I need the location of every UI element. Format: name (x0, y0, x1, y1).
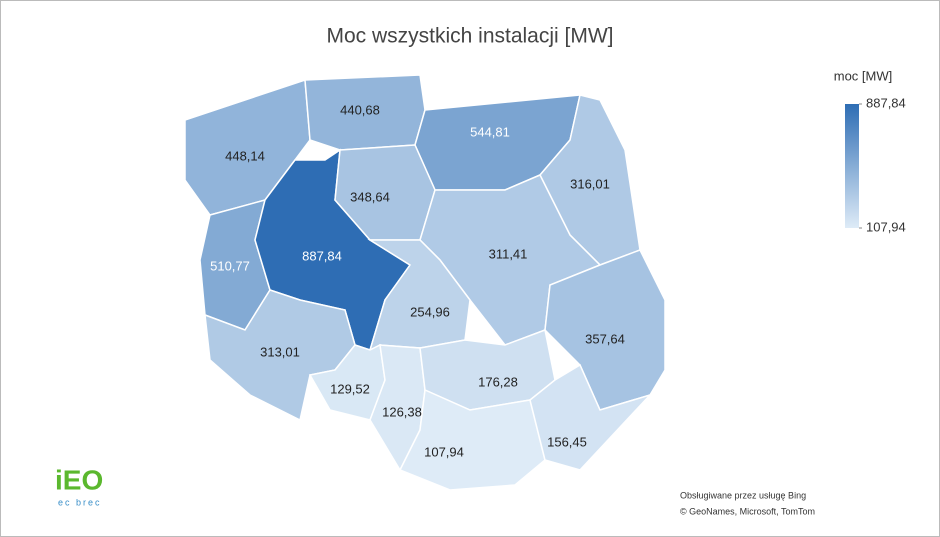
region-label: 357,64 (585, 331, 625, 346)
logo: iEO (55, 464, 103, 495)
region-label: 448,14 (225, 148, 265, 163)
region-label: 510,77 (210, 258, 250, 273)
region-label: 176,28 (478, 374, 518, 389)
chart-title: Moc wszystkich instalacji [MW] (326, 25, 613, 48)
attribution: © GeoNames, Microsoft, TomTom (680, 506, 815, 516)
region-label: 254,96 (410, 304, 450, 319)
legend-title: moc [MW] (834, 68, 893, 83)
region-label: 311,41 (489, 246, 528, 261)
region-label: 107,94 (424, 444, 464, 459)
attribution: Obsługiwane przez usługę Bing (680, 490, 806, 500)
region-label: 313,01 (260, 344, 300, 359)
legend-label: 107,94 (866, 219, 906, 234)
region-label: 156,45 (547, 434, 587, 449)
region-label: 348,64 (350, 189, 390, 204)
region-label: 887,84 (302, 248, 342, 263)
region-label: 129,52 (330, 381, 370, 396)
legend-gradient (845, 104, 859, 228)
region (398, 388, 546, 491)
region-label: 440,68 (340, 102, 380, 117)
logo-subtitle: ec brec (58, 497, 102, 507)
region-label: 126,38 (382, 404, 422, 419)
legend-label: 887,84 (866, 95, 906, 110)
region-label: 316,01 (570, 176, 610, 191)
region-label: 544,81 (470, 124, 510, 139)
region (529, 363, 653, 471)
